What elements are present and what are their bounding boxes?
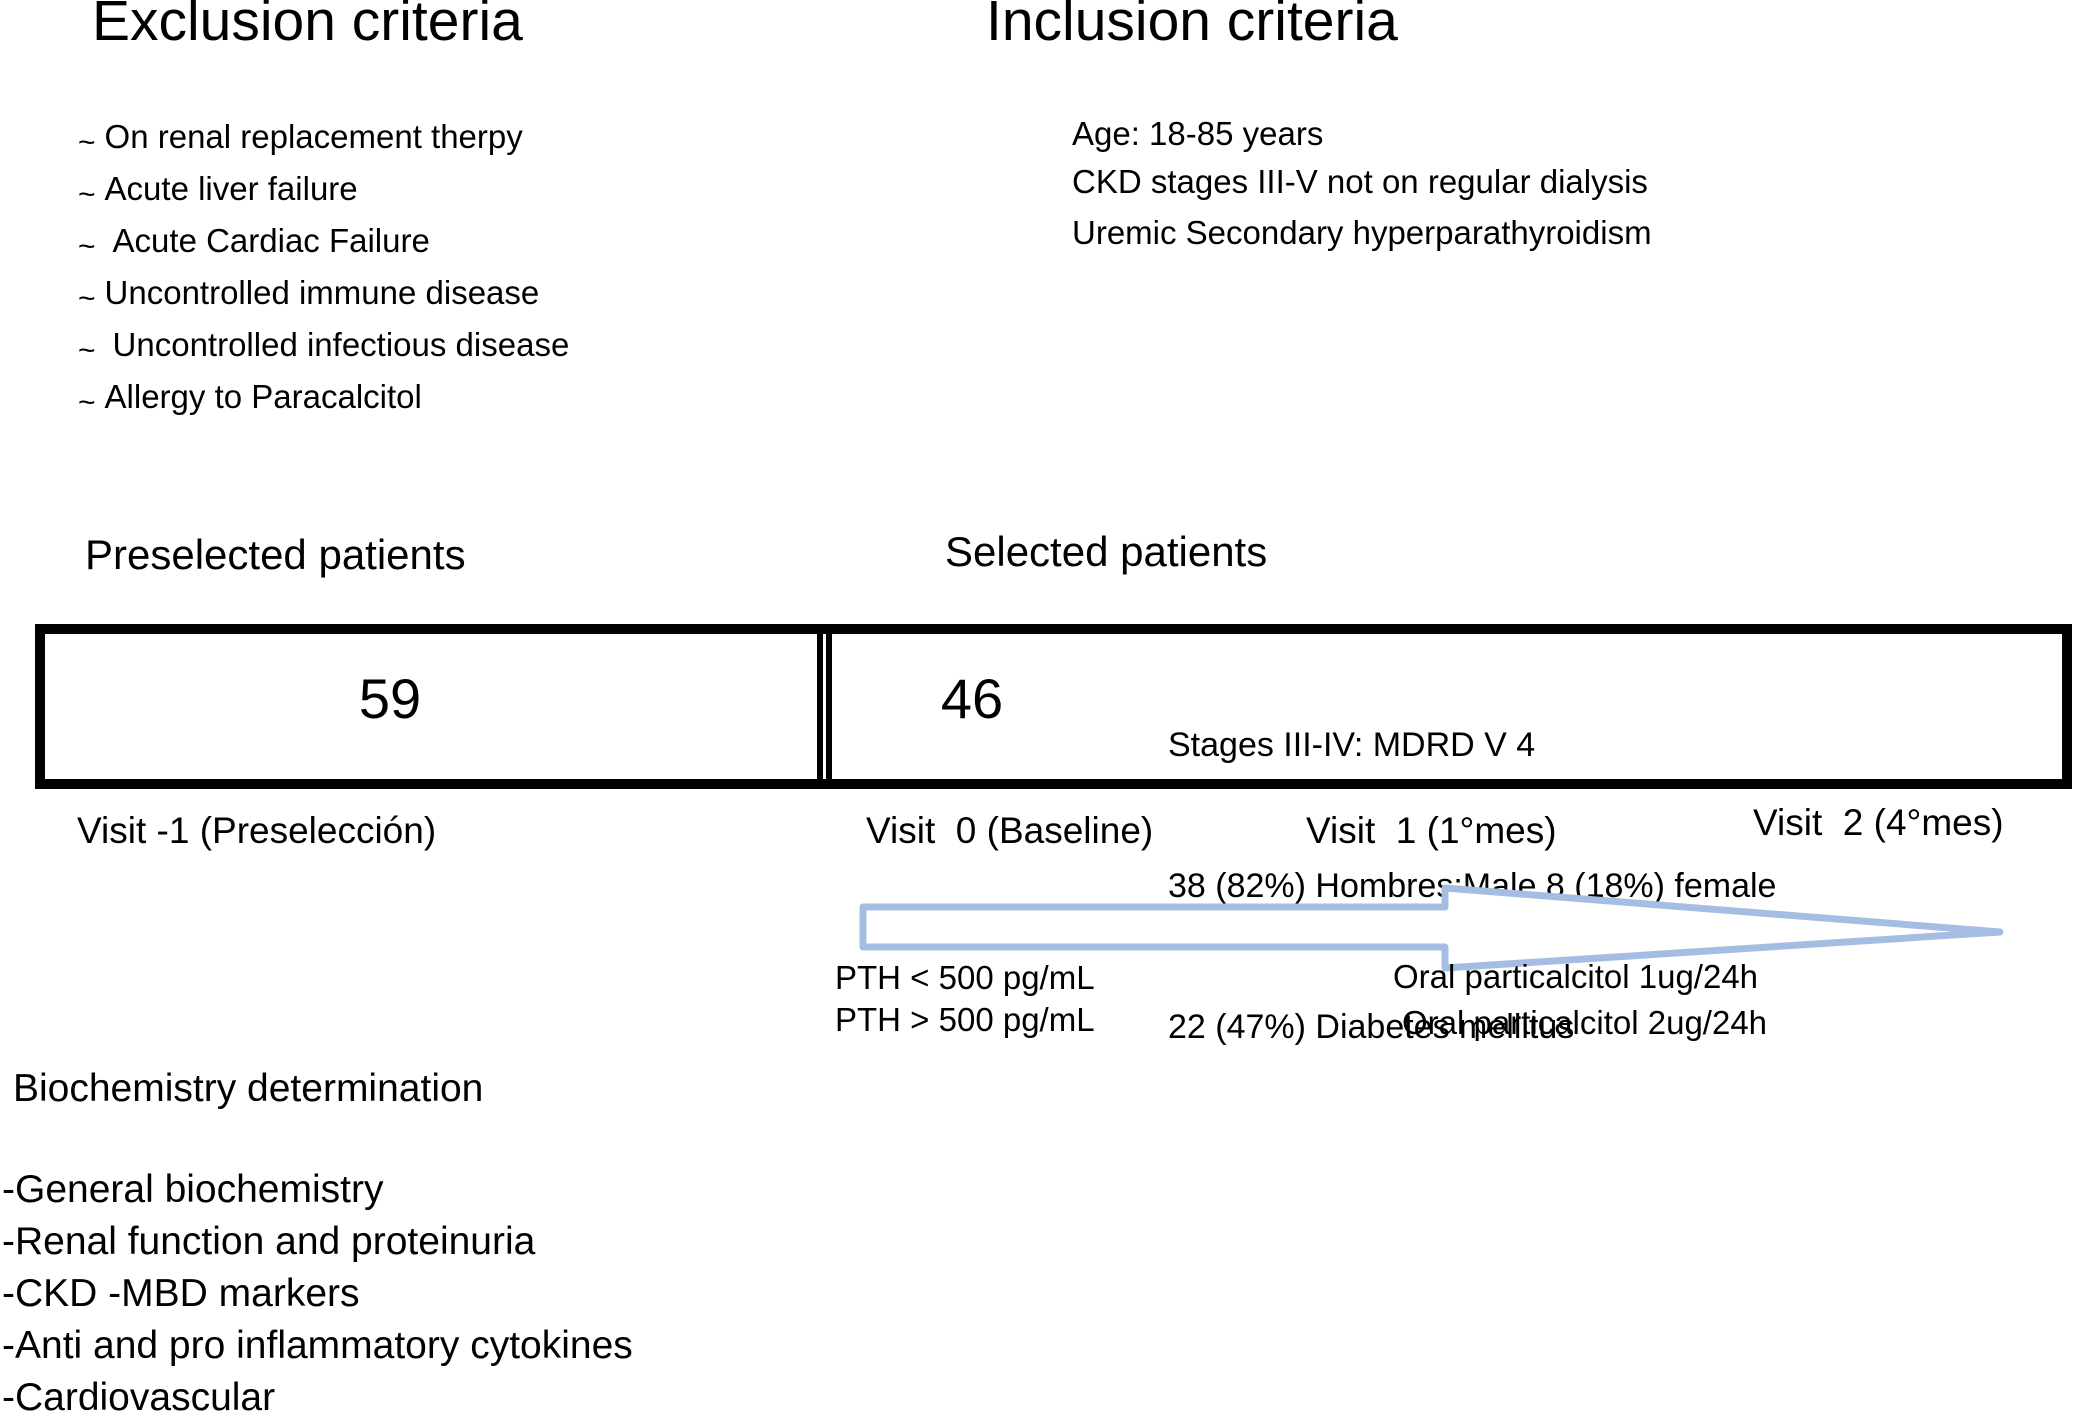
biochemistry-item: -CKD -MBD markers xyxy=(2,1272,360,1315)
preselected-count: 59 xyxy=(358,667,422,730)
pth-high-threshold: PTH > 500 pg/mL xyxy=(835,1001,1095,1038)
exclusion-criteria-list: ~ On renal replacement therpy ~ Acute live… xyxy=(78,112,569,424)
exclusion-item: ~ Uncontrolled infectious disease xyxy=(78,320,569,372)
biochemistry-item: -General biochemistry xyxy=(2,1168,384,1211)
selected-patients-label: Selected patients xyxy=(945,528,1268,575)
inclusion-criteria-title: Inclusion criteria xyxy=(986,0,1398,53)
exclusion-item: ~ Uncontrolled immune disease xyxy=(78,268,569,320)
tilde-bullet-icon: ~ xyxy=(78,230,96,263)
timeline-arrow-icon xyxy=(859,884,2004,972)
exclusion-item-label: Uncontrolled infectious disease xyxy=(112,326,570,363)
exclusion-item: ~ On renal replacement therpy xyxy=(78,112,569,164)
biochemistry-item: -Renal function and proteinuria xyxy=(2,1220,536,1263)
visit-minus1-label: Visit -1 (Preselección) xyxy=(77,810,437,851)
tilde-bullet-icon: ~ xyxy=(78,178,96,211)
exclusion-item: ~ Allergy to Paracalcitol xyxy=(78,372,569,424)
tilde-bullet-icon: ~ xyxy=(78,126,96,159)
flow-box-divider xyxy=(817,634,832,779)
inclusion-item: Age: 18-85 years xyxy=(1072,115,1324,152)
exclusion-item: ~ Acute Cardiac Failure xyxy=(78,216,569,268)
selected-count: 46 xyxy=(940,667,1004,730)
dose-low-label: Oral particalcitol 1ug/24h xyxy=(1393,958,1759,995)
exclusion-criteria-title: Exclusion criteria xyxy=(92,0,523,53)
visit-2-label: Visit 2 (4°mes) xyxy=(1753,802,2004,843)
patient-flow-box: 59 46 Stages III-IV: MDRD V 4 38 (82%) H… xyxy=(35,624,2072,1046)
biochemistry-item: -Anti and pro inflammatory cytokines xyxy=(2,1324,633,1367)
biochemistry-determination-title: Biochemistry determination xyxy=(13,1067,484,1110)
exclusion-item: ~ Acute liver failure xyxy=(78,164,569,216)
dose-high-label: Oral particalcitol 2ug/24h xyxy=(1402,1004,1768,1041)
biochemistry-item: -Cardiovascular xyxy=(2,1376,276,1419)
inclusion-criteria-list: Age: 18-85 years CKD stages III-V not on… xyxy=(1072,110,1652,257)
exclusion-item-label: Acute liver failure xyxy=(104,170,358,207)
exclusion-item-label: Uncontrolled immune disease xyxy=(104,274,540,311)
detail-line: 22 (47%) Diabetes mellitus xyxy=(1168,1008,1575,1046)
tilde-bullet-icon: ~ xyxy=(78,334,96,367)
pth-low-threshold: PTH < 500 pg/mL xyxy=(835,959,1095,996)
preselected-patients-label: Preselected patients xyxy=(85,531,466,578)
inclusion-item: Uremic Secondary hyperparathyroidism xyxy=(1072,214,1652,251)
exclusion-item-label: Acute Cardiac Failure xyxy=(112,222,430,259)
exclusion-item-label: On renal replacement therpy xyxy=(104,118,523,155)
tilde-bullet-icon: ~ xyxy=(78,386,96,419)
exclusion-item-label: Allergy to Paracalcitol xyxy=(104,378,422,415)
inclusion-item: CKD stages III-V not on regular dialysis xyxy=(1072,163,1648,200)
detail-line: Stages III-IV: MDRD V 4 xyxy=(1168,726,1536,764)
tilde-bullet-icon: ~ xyxy=(78,282,96,315)
biochemistry-list: -General biochemistry -Renal function an… xyxy=(2,1164,633,1424)
visit-0-label: Visit 0 (Baseline) xyxy=(866,810,1154,851)
visit-1-label: Visit 1 (1°mes) xyxy=(1306,810,1557,851)
